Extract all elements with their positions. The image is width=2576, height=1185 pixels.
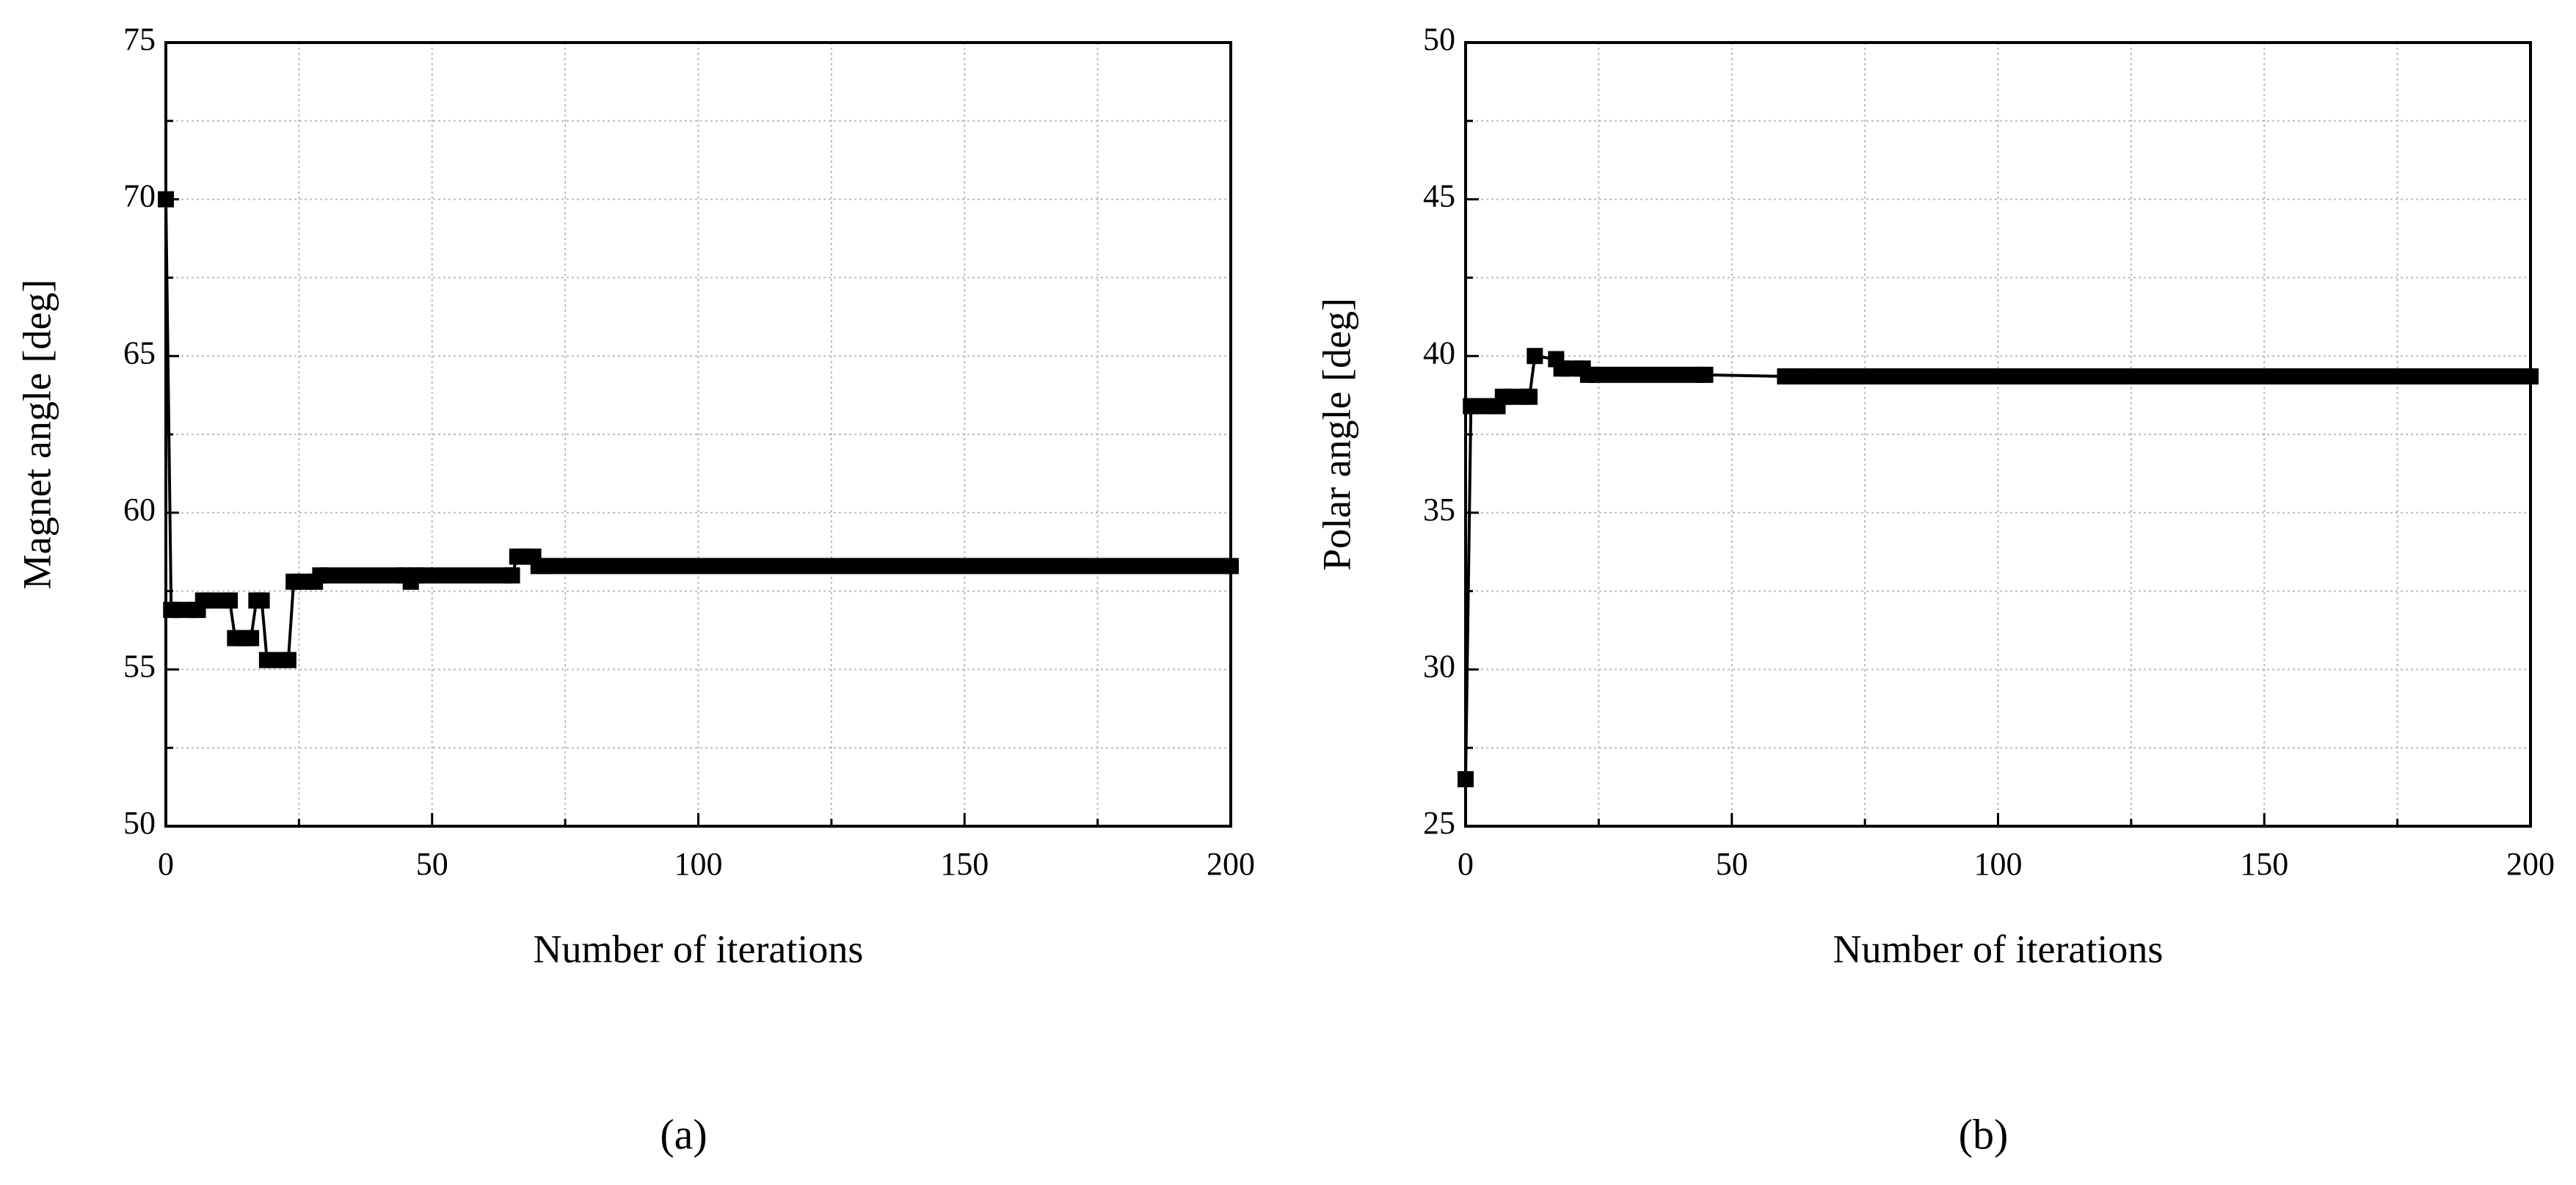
y-tick-label: 65: [123, 335, 156, 371]
y-tick-label: 25: [1423, 805, 1455, 841]
step-band: [415, 567, 512, 584]
marker: [253, 592, 270, 609]
x-tick-label: 150: [940, 846, 989, 882]
step-band: [320, 567, 406, 584]
x-tick-label: 100: [1974, 846, 2023, 882]
panel-label: (a): [660, 1110, 707, 1158]
x-tick-label: 100: [674, 846, 723, 882]
y-tick-label: 40: [1423, 335, 1455, 371]
y-axis-label: Polar angle [deg]: [1314, 298, 1358, 571]
y-tick-label: 50: [1423, 21, 1455, 57]
marker: [1458, 770, 1474, 787]
x-axis-label: Number of iterations: [1833, 927, 2164, 971]
marker: [1527, 348, 1543, 365]
step-band: [538, 558, 1231, 575]
y-tick-label: 70: [123, 178, 156, 214]
marker: [1697, 366, 1714, 383]
panel-label: (b): [1959, 1110, 2009, 1158]
marker: [158, 191, 174, 208]
y-tick-label: 35: [1423, 492, 1455, 528]
plot-frame: [164, 41, 1232, 828]
y-axis-label: Magnet angle [deg]: [15, 280, 59, 590]
x-axis-label: Number of iterations: [534, 927, 864, 971]
plot-frame: [1464, 41, 2532, 828]
y-tick-label: 55: [123, 648, 156, 684]
marker: [503, 567, 520, 584]
marker: [1521, 388, 1538, 405]
x-tick-label: 200: [2506, 846, 2555, 882]
marker: [280, 652, 296, 668]
y-tick-label: 30: [1423, 648, 1455, 684]
x-tick-label: 50: [1716, 846, 1748, 882]
x-tick-label: 200: [1207, 846, 1255, 882]
step-band: [1811, 368, 2530, 384]
y-tick-label: 50: [123, 805, 156, 841]
marker: [2522, 368, 2539, 384]
marker: [1223, 558, 1239, 575]
x-tick-label: 0: [158, 846, 174, 882]
step-band: [1587, 366, 1706, 383]
marker: [243, 630, 260, 646]
marker: [222, 592, 239, 609]
x-tick-label: 0: [1458, 846, 1474, 882]
y-tick-label: 60: [123, 492, 156, 528]
x-tick-label: 50: [416, 846, 448, 882]
x-tick-label: 150: [2240, 846, 2288, 882]
y-tick-label: 45: [1423, 178, 1455, 214]
y-tick-label: 75: [123, 21, 156, 57]
